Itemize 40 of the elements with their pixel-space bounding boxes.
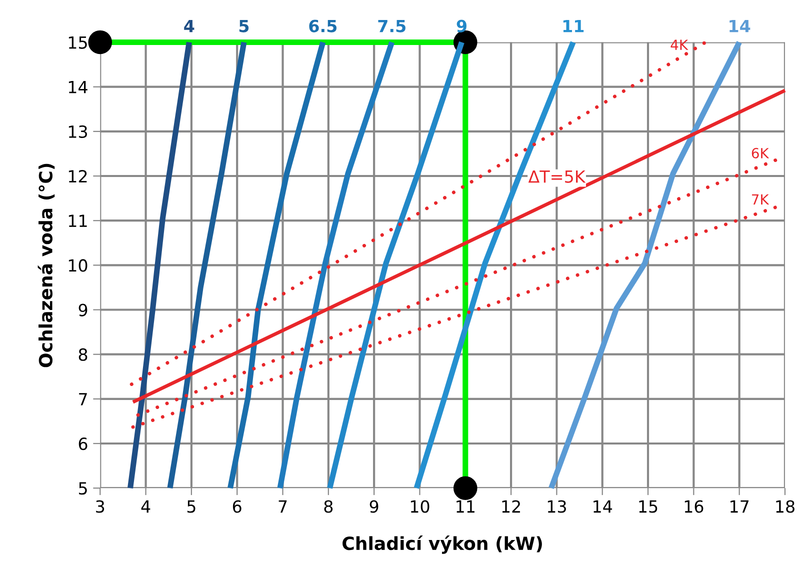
x-tick-label: 3 xyxy=(96,500,104,513)
x-tick-label: 14 xyxy=(594,500,612,513)
x-tick-label: 16 xyxy=(684,500,704,513)
y-tick-label: 8 xyxy=(78,348,88,361)
x-tick-label: 18 xyxy=(776,500,794,513)
x-tick-label: 8 xyxy=(324,500,333,513)
series-label: 9 xyxy=(456,20,466,32)
y-tick-label: 12 xyxy=(68,170,87,182)
y-tick-label: 5 xyxy=(79,482,87,495)
series-label: 4K xyxy=(670,40,688,50)
series-label: 6K xyxy=(752,148,770,158)
y-tick-label: 15 xyxy=(68,36,87,49)
y-axis-title: Ochlazená voda (°C) xyxy=(38,164,55,368)
series-label: 4 xyxy=(184,20,194,32)
series-label: 6.5 xyxy=(309,20,337,32)
y-tick-label: 10 xyxy=(68,259,88,272)
series-label: 7.5 xyxy=(378,20,406,32)
y-tick-label: 11 xyxy=(68,214,87,227)
series-label: 7K xyxy=(752,194,770,204)
y-tick-label: 6 xyxy=(78,437,88,450)
x-axis-title: Chladicí výkon (kW) xyxy=(342,535,542,554)
x-tick-label: 6 xyxy=(232,500,242,513)
x-tick-label: 7 xyxy=(278,500,287,513)
series-label: 11 xyxy=(563,20,584,32)
y-tick-label: 7 xyxy=(79,393,87,406)
x-tick-label: 5 xyxy=(187,500,196,513)
series-label: ΔT=5K xyxy=(528,170,586,183)
x-tick-label: 9 xyxy=(370,500,378,513)
x-tick-label: 17 xyxy=(730,500,748,513)
x-tick-label: 11 xyxy=(456,500,474,513)
x-tick-label: 4 xyxy=(141,500,150,513)
x-tick-label: 13 xyxy=(548,500,566,513)
x-tick-label: 10 xyxy=(410,500,430,513)
series-label: 14 xyxy=(730,20,750,32)
y-tick-label: 9 xyxy=(78,304,88,316)
y-tick-label: 14 xyxy=(68,81,88,94)
x-tick-label: 15 xyxy=(639,500,658,513)
y-tick-label: 13 xyxy=(68,125,87,138)
x-tick-label: 12 xyxy=(502,500,520,513)
series-label: 5 xyxy=(239,20,249,32)
